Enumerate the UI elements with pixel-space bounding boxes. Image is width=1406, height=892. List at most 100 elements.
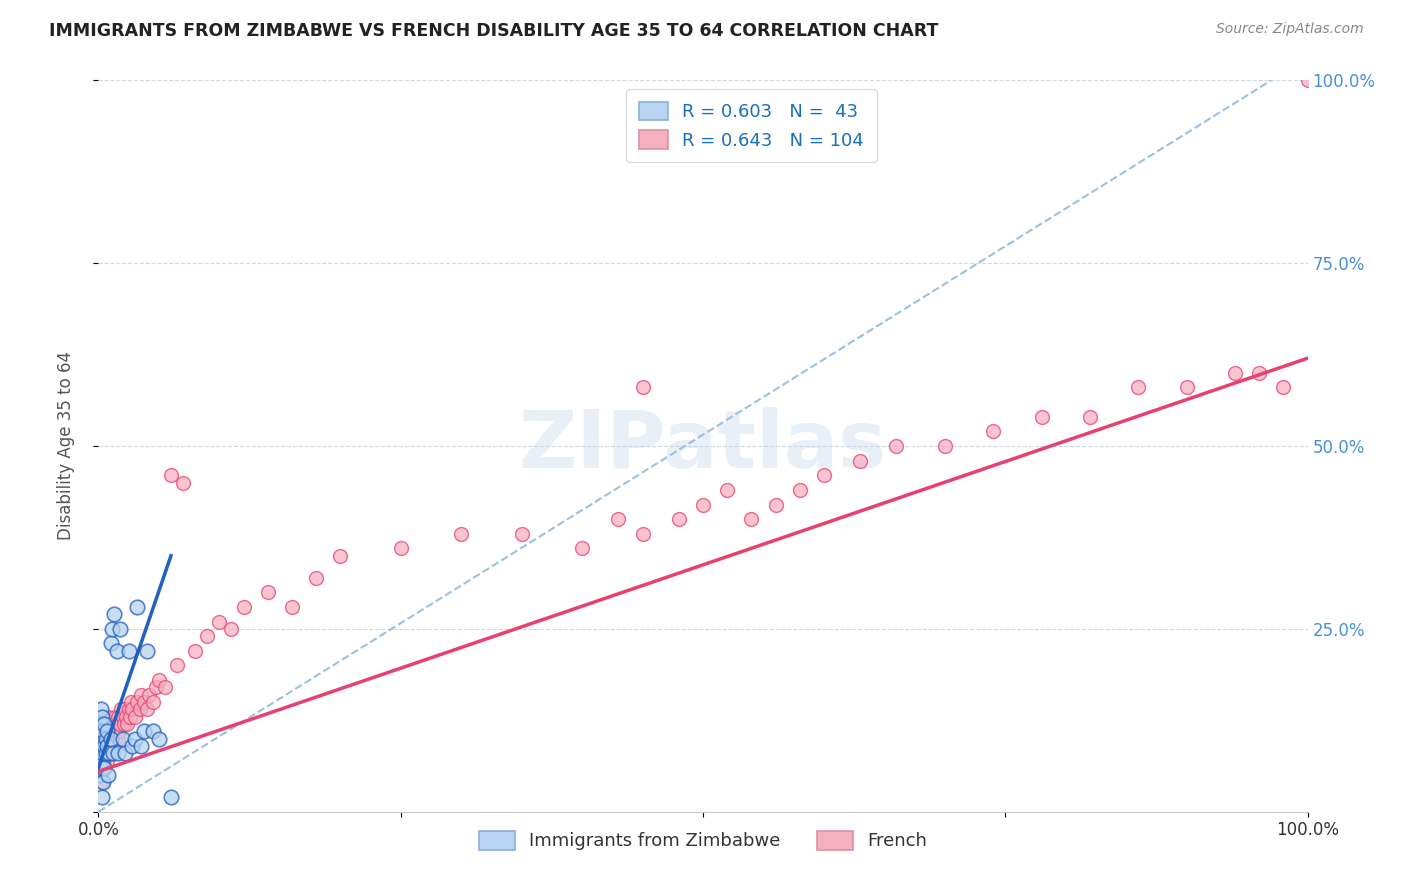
- Point: [108, 724, 131, 739]
- Point: [571, 541, 593, 556]
- Point: [91, 709, 114, 723]
- Point: [129, 739, 152, 753]
- Point: [91, 739, 114, 753]
- Point: [89, 724, 111, 739]
- Point: [765, 498, 787, 512]
- Point: [91, 761, 114, 775]
- Point: [127, 599, 149, 614]
- Point: [114, 702, 136, 716]
- Point: [716, 483, 738, 497]
- Point: [607, 512, 630, 526]
- Point: [101, 717, 124, 731]
- Point: [111, 709, 134, 723]
- Point: [160, 790, 183, 805]
- Point: [90, 702, 112, 716]
- Point: [105, 724, 128, 739]
- Point: [91, 754, 114, 768]
- Point: [281, 599, 304, 614]
- Point: [166, 658, 188, 673]
- Point: [90, 739, 112, 753]
- Point: [94, 731, 117, 746]
- Point: [90, 739, 112, 753]
- Point: [108, 717, 131, 731]
- Point: [111, 731, 134, 746]
- Point: [90, 761, 112, 775]
- Point: [93, 717, 115, 731]
- Text: IMMIGRANTS FROM ZIMBABWE VS FRENCH DISABILITY AGE 35 TO 64 CORRELATION CHART: IMMIGRANTS FROM ZIMBABWE VS FRENCH DISAB…: [49, 22, 939, 40]
- Point: [135, 702, 157, 716]
- Point: [124, 709, 146, 723]
- Point: [305, 571, 328, 585]
- Point: [107, 731, 129, 746]
- Point: [100, 724, 122, 739]
- Point: [1175, 380, 1198, 394]
- Point: [100, 731, 122, 746]
- Text: ZIPatlas: ZIPatlas: [519, 407, 887, 485]
- Point: [129, 688, 152, 702]
- Point: [90, 761, 112, 775]
- Point: [97, 731, 120, 746]
- Point: [100, 746, 122, 760]
- Point: [118, 702, 141, 716]
- Point: [104, 709, 127, 723]
- Point: [1272, 380, 1295, 394]
- Point: [105, 717, 128, 731]
- Point: [91, 775, 114, 789]
- Point: [135, 644, 157, 658]
- Point: [89, 768, 111, 782]
- Point: [172, 475, 194, 490]
- Point: [97, 746, 120, 760]
- Point: [981, 425, 1004, 439]
- Point: [121, 702, 143, 716]
- Point: [89, 768, 111, 782]
- Point: [100, 739, 122, 753]
- Point: [91, 775, 114, 789]
- Point: [1223, 366, 1246, 380]
- Point: [118, 709, 141, 723]
- Point: [789, 483, 811, 497]
- Point: [134, 695, 156, 709]
- Point: [221, 622, 243, 636]
- Point: [93, 754, 115, 768]
- Text: Source: ZipAtlas.com: Source: ZipAtlas.com: [1216, 22, 1364, 37]
- Point: [124, 731, 146, 746]
- Point: [142, 724, 165, 739]
- Point: [389, 541, 412, 556]
- Point: [91, 754, 114, 768]
- Point: [100, 622, 122, 636]
- Legend: Immigrants from Zimbabwe, French: Immigrants from Zimbabwe, French: [468, 820, 938, 861]
- Point: [94, 746, 117, 760]
- Point: [98, 724, 121, 739]
- Point: [108, 622, 131, 636]
- Point: [89, 746, 111, 760]
- Point: [195, 629, 218, 643]
- Point: [98, 739, 121, 753]
- Point: [89, 717, 111, 731]
- Point: [112, 717, 135, 731]
- Point: [107, 709, 129, 723]
- Point: [148, 731, 170, 746]
- Point: [94, 717, 117, 731]
- Point: [510, 526, 533, 541]
- Point: [208, 615, 231, 629]
- Point: [631, 380, 654, 394]
- Point: [153, 681, 176, 695]
- Point: [103, 724, 125, 739]
- Point: [101, 731, 124, 746]
- Point: [128, 702, 150, 716]
- Point: [1128, 380, 1150, 394]
- Point: [93, 739, 115, 753]
- Point: [668, 512, 690, 526]
- Point: [91, 746, 114, 760]
- Point: [142, 695, 165, 709]
- Point: [96, 754, 118, 768]
- Point: [813, 468, 835, 483]
- Point: [104, 731, 127, 746]
- Point: [90, 724, 112, 739]
- Point: [148, 673, 170, 687]
- Y-axis label: Disability Age 35 to 64: Disability Age 35 to 64: [56, 351, 75, 541]
- Point: [91, 724, 114, 739]
- Point: [89, 746, 111, 760]
- Point: [256, 585, 278, 599]
- Point: [101, 746, 124, 760]
